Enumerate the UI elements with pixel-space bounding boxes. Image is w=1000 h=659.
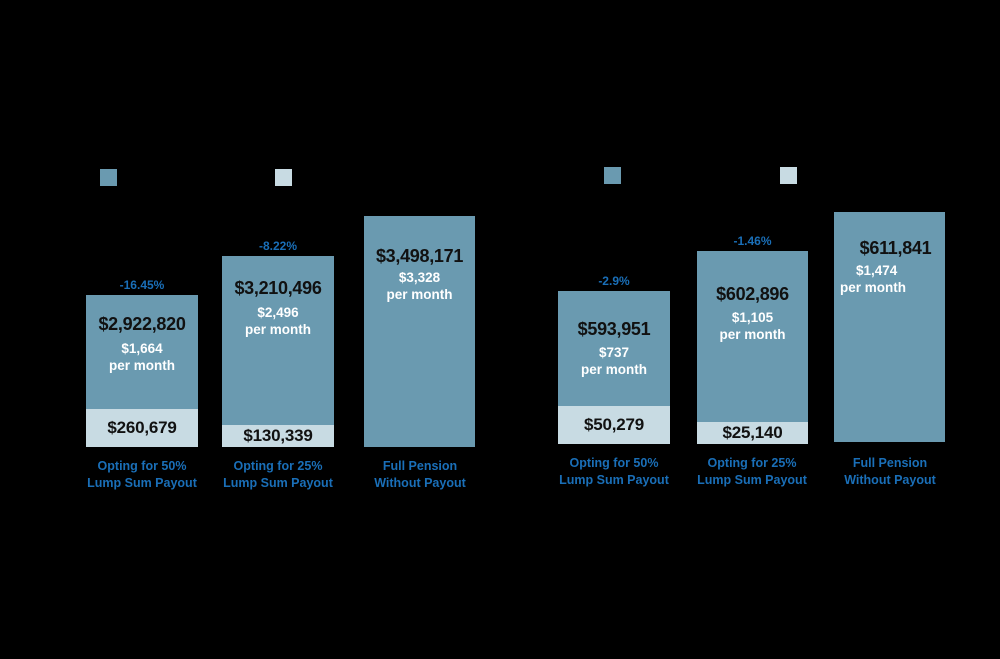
category-line-2: Without Payout	[374, 476, 466, 490]
category-line-1: Opting for 50%	[569, 456, 659, 470]
bar-50-lump-sum: $2,922,820 $1,664 per month $260,679	[86, 295, 198, 447]
category-label: Opting for 25% Lump Sum Payout	[208, 458, 348, 492]
bar-segment-pension: $611,841 $1,474 per month	[834, 212, 945, 442]
bar-segment-lump-sum: $260,679	[86, 409, 198, 447]
bar-segment-pension: $593,951 $737 per month	[558, 291, 670, 406]
left-chart: -16.45% $2,922,820 $1,664 per month $260…	[72, 169, 490, 492]
monthly-suffix: per month	[245, 322, 311, 337]
total-value: $611,841	[859, 238, 932, 258]
bar-segment-pension: $2,922,820 $1,664 per month	[86, 295, 198, 409]
category-label: Opting for 50% Lump Sum Payout	[72, 458, 212, 492]
monthly-suffix: per month	[719, 327, 786, 342]
monthly-suffix: per month	[109, 358, 175, 373]
monthly-suffix: per month	[840, 280, 906, 295]
monthly-amount: $1,664	[121, 341, 163, 356]
monthly-amount: $3,328	[398, 270, 441, 285]
bar-segment-pension: $3,210,496 $2,496 per month	[222, 256, 334, 425]
change-percent-label: -16.45%	[119, 278, 165, 292]
legend-swatch-lump-sum	[275, 169, 292, 186]
change-percent-label: -2.9%	[598, 274, 630, 288]
bar-segment-pension: $3,498,171 $3,328 per month	[364, 216, 475, 447]
monthly-suffix: per month	[386, 287, 453, 302]
category-line-2: Lump Sum Payout	[697, 473, 807, 487]
legend-swatch-pension	[100, 169, 117, 186]
category-label: Opting for 50% Lump Sum Payout	[544, 455, 684, 489]
monthly-amount: $1,105	[731, 310, 774, 325]
category-label: Opting for 25% Lump Sum Payout	[682, 455, 822, 489]
bar-25-lump-sum: $3,210,496 $2,496 per month $130,339	[222, 256, 334, 447]
total-value: $3,498,171	[375, 246, 464, 266]
monthly-amount: $737	[598, 345, 630, 360]
change-percent-label: -8.22%	[258, 239, 298, 253]
category-line-2: Lump Sum Payout	[559, 473, 669, 487]
change-percent-label: -1.46%	[733, 234, 772, 248]
category-line-2: Lump Sum Payout	[87, 476, 197, 490]
monthly-amount: $2,496	[257, 305, 299, 320]
bar-segment-lump-sum: $25,140	[697, 422, 808, 444]
bar-segment-lump-sum: $130,339	[222, 425, 334, 447]
total-value: $2,922,820	[98, 314, 186, 334]
category-line-1: Opting for 25%	[233, 459, 323, 473]
bar-50-lump-sum: $593,951 $737 per month $50,279	[558, 291, 670, 444]
total-value: $602,896	[716, 284, 789, 304]
lump-sum-value: $25,140	[722, 423, 783, 442]
lump-sum-value: $260,679	[107, 418, 177, 437]
category-label: Full Pension Without Payout	[350, 458, 490, 492]
category-line-1: Full Pension	[852, 456, 928, 470]
lump-sum-value: $130,339	[243, 426, 313, 445]
bar-25-lump-sum: $602,896 $1,105 per month $25,140	[697, 251, 808, 444]
bar-full-pension: $611,841 $1,474 per month	[834, 212, 945, 442]
bar-segment-pension: $602,896 $1,105 per month	[697, 251, 808, 422]
category-label: Full Pension Without Payout	[820, 455, 960, 489]
legend-swatch-lump-sum	[780, 167, 797, 184]
lump-sum-value: $50,279	[583, 415, 645, 434]
total-value: $593,951	[577, 319, 651, 339]
category-line-2: Without Payout	[844, 473, 936, 487]
monthly-amount: $1,474	[856, 263, 898, 278]
monthly-suffix: per month	[581, 362, 647, 377]
category-line-1: Full Pension	[382, 459, 458, 473]
category-line-1: Opting for 25%	[707, 456, 797, 470]
category-line-1: Opting for 50%	[97, 459, 187, 473]
legend-swatch-pension	[604, 167, 621, 184]
bar-segment-lump-sum: $50,279	[558, 406, 670, 444]
bar-full-pension: $3,498,171 $3,328 per month	[364, 216, 475, 447]
category-line-2: Lump Sum Payout	[223, 476, 333, 490]
total-value: $3,210,496	[234, 278, 322, 298]
